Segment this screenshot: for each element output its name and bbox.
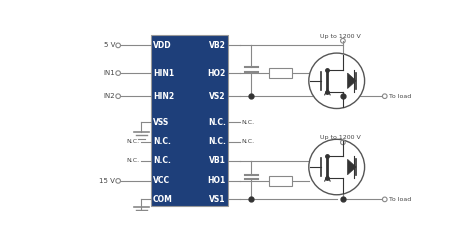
Text: VSS: VSS [153,118,169,127]
Circle shape [309,139,365,195]
Text: N.C.: N.C. [241,120,255,125]
Text: HIN2: HIN2 [153,92,174,101]
Text: HIN1: HIN1 [153,68,174,77]
Bar [151,35,228,205]
Text: To load: To load [389,197,411,202]
Polygon shape [347,159,356,175]
Text: VB2: VB2 [209,41,226,50]
Text: N.C.: N.C. [241,139,255,144]
Text: VS1: VS1 [210,195,226,204]
Bar [268,176,292,186]
Text: N.C.: N.C. [153,156,171,165]
Text: Up to 1200 V: Up to 1200 V [320,34,361,39]
Text: N.C.: N.C. [208,118,226,127]
Text: VCC: VCC [153,176,170,185]
Text: VDD: VDD [153,41,172,50]
Text: COM: COM [153,195,173,204]
Text: 15 V: 15 V [99,178,115,184]
Text: N.C.: N.C. [127,139,140,144]
Text: IN2: IN2 [103,93,115,99]
Text: N.C.: N.C. [208,137,226,146]
Text: VB1: VB1 [209,156,226,165]
Text: HO1: HO1 [208,176,226,185]
Text: VS2: VS2 [210,92,226,101]
Text: To load: To load [389,94,411,99]
Circle shape [309,53,365,109]
Bar [268,68,292,78]
Text: 5 V: 5 V [104,42,115,48]
Text: N.C.: N.C. [153,137,171,146]
Text: HO2: HO2 [208,68,226,77]
Text: Up to 1200 V: Up to 1200 V [320,135,361,140]
Text: IN1: IN1 [103,70,115,76]
Text: N.C.: N.C. [127,158,140,163]
Polygon shape [347,73,356,88]
